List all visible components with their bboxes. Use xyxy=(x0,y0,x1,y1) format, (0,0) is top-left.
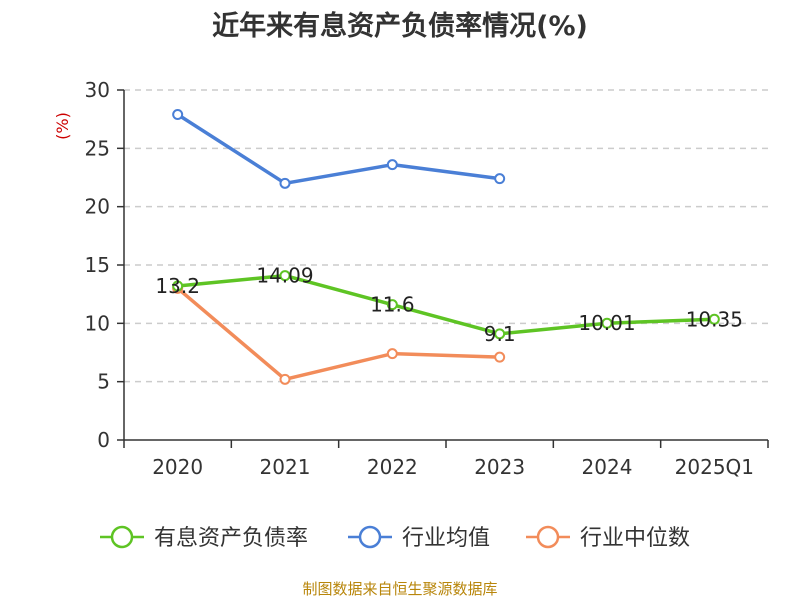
axes: 0 5 10 15 20 25 30 2020 2021 2022 2023 2024 2025Q1 xyxy=(85,78,769,479)
data-label: 11.6 xyxy=(370,293,415,317)
legend-label: 有息资产负债率 xyxy=(154,526,308,551)
y-tick-label: 5 xyxy=(97,370,110,394)
data-point[interactable] xyxy=(279,270,291,282)
grid-lines xyxy=(124,89,768,383)
data-point[interactable] xyxy=(279,177,291,189)
legend-label: 行业均值 xyxy=(402,526,490,551)
data-point[interactable] xyxy=(708,313,720,325)
data-point[interactable] xyxy=(172,280,184,292)
data-point[interactable] xyxy=(386,348,398,360)
y-tick-label: 15 xyxy=(85,253,110,277)
y-tick-label: 20 xyxy=(85,195,110,219)
data-label: 9.1 xyxy=(484,322,516,346)
series-line xyxy=(177,273,715,336)
data-label: 14.09 xyxy=(256,264,313,288)
legend-marker-icon xyxy=(110,525,134,549)
data-point[interactable] xyxy=(279,373,291,385)
x-tick-label: 2021 xyxy=(260,455,311,479)
data-point[interactable] xyxy=(494,173,506,185)
legend-item[interactable]: 行业中位数 xyxy=(526,525,690,551)
legend-marker-icon xyxy=(358,525,382,549)
data-point[interactable] xyxy=(386,299,398,311)
x-tick-label: 2023 xyxy=(474,455,525,479)
y-tick-label: 25 xyxy=(85,136,110,160)
data-point[interactable] xyxy=(494,328,506,340)
data-label: 13.2 xyxy=(155,274,200,298)
series-group xyxy=(172,109,720,385)
legend-item[interactable]: 行业均值 xyxy=(348,525,490,551)
y-tick-label: 30 xyxy=(85,78,110,102)
y-axis-unit-label: (%) xyxy=(53,112,72,140)
legend-item[interactable]: 有息资产负债率 xyxy=(100,525,308,551)
series-line xyxy=(176,286,500,382)
data-label: 10.01 xyxy=(578,311,635,335)
data-label: 10.35 xyxy=(686,307,743,331)
data-point[interactable] xyxy=(494,351,506,363)
y-tick-label: 0 xyxy=(97,428,110,452)
chart-title: 近年来有息资产负债率情况(%) xyxy=(212,11,588,42)
data-labels: 13.2 14.09 11.6 9.1 10.01 10.35 xyxy=(155,264,743,346)
data-point[interactable] xyxy=(601,317,613,329)
x-tick-label: 2022 xyxy=(367,455,418,479)
x-tick-label: 2024 xyxy=(582,455,633,479)
legend-label: 行业中位数 xyxy=(580,526,690,551)
source-footer: 制图数据来自恒生聚源数据库 xyxy=(302,580,498,598)
series-line xyxy=(176,113,500,186)
x-tick-label: 2020 xyxy=(152,455,203,479)
legend-marker-icon xyxy=(536,525,560,549)
data-point[interactable] xyxy=(386,159,398,171)
data-point[interactable] xyxy=(172,109,184,120)
y-tick-label: 10 xyxy=(85,311,110,335)
x-tick-label: 2025Q1 xyxy=(675,455,754,479)
legend[interactable]: 有息资产负债率 行业均值 行业中位数 xyxy=(100,525,690,551)
